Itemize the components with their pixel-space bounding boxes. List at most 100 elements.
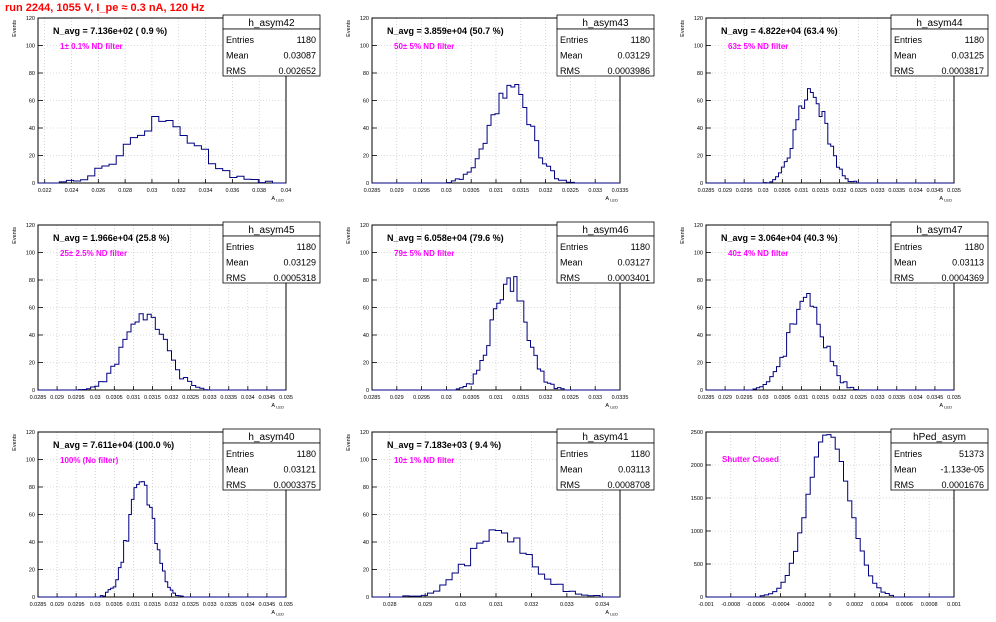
stats-value: 1180 xyxy=(965,35,984,45)
histogram-panel-h_asym40: 0.0285 0.029 0.0295 0.03 0.0305 0.031 0.0315 0.… xyxy=(12,428,321,617)
y-tick-label: 60 xyxy=(697,306,703,312)
x-tick-label: 0.0285 xyxy=(698,395,715,401)
y-tick-label: 500 xyxy=(694,562,703,568)
x-axis-label: A LED xyxy=(939,196,952,203)
x-axis-label: A LED xyxy=(271,403,284,410)
x-tick-label: 0.0325 xyxy=(850,188,867,194)
navg-label: N_avg = 4.822e+04 (63.4 %) xyxy=(721,26,838,36)
y-tick-label: 100 xyxy=(26,458,35,464)
x-tick-label: 0.0315 xyxy=(812,188,829,194)
navg-label: N_avg = 3.859e+04 (50.7 %) xyxy=(387,26,504,36)
y-tick-label: 0 xyxy=(32,595,35,601)
y-tick-label: 0 xyxy=(32,181,35,187)
x-tick-label: 0.031 xyxy=(489,602,503,608)
x-tick-label: -0.0008 xyxy=(721,602,740,608)
x-tick-label: 0.03 xyxy=(758,395,769,401)
x-tick-label: 0.0295 xyxy=(736,395,753,401)
x-tick-label: 0.032 xyxy=(539,395,553,401)
histogram-name: h_asym40 xyxy=(248,432,295,443)
x-tick-label: 0.035 xyxy=(947,188,961,194)
histogram-line xyxy=(706,293,954,391)
histogram-line xyxy=(372,84,620,184)
x-axis-label-sub: LED xyxy=(275,405,284,410)
x-tick-label: 0.0325 xyxy=(850,395,867,401)
x-tick-label: -0.0006 xyxy=(746,602,765,608)
x-tick-label: 0.032 xyxy=(525,602,539,608)
y-tick-label: 100 xyxy=(694,251,703,257)
x-tick-label: 0.0305 xyxy=(774,188,791,194)
x-tick-label: 0.0335 xyxy=(220,395,237,401)
stats-label: Entries xyxy=(226,242,255,252)
filter-annotation: 50± 5% ND filter xyxy=(394,42,454,51)
y-tick-label: 20 xyxy=(29,568,35,574)
histogram-line xyxy=(38,313,286,391)
x-axis-label-sub: LED xyxy=(275,198,284,203)
y-axis-label: Events xyxy=(346,227,352,244)
y-tick-label: 20 xyxy=(697,154,703,160)
stats-box xyxy=(556,235,655,284)
y-tick-label: 80 xyxy=(29,71,35,77)
stats-value: 0.03129 xyxy=(617,51,650,61)
histogram-name: h_asym42 xyxy=(248,18,295,29)
stats-value: 1180 xyxy=(297,35,316,45)
x-tick-label: 0.03 xyxy=(455,602,466,608)
x-axis-label-sub: LED xyxy=(943,405,952,410)
histogram-panel-h_asym47: 0.0285 0.029 0.0295 0.03 0.0305 0.031 0.0315 0.… xyxy=(680,221,989,410)
stats-label: Entries xyxy=(560,35,589,45)
stats-label: RMS xyxy=(226,66,246,76)
x-tick-label: 0.034 xyxy=(241,395,255,401)
x-tick-label: 0.03 xyxy=(90,395,101,401)
histogram-line xyxy=(38,116,286,184)
y-tick-label: 1500 xyxy=(691,496,703,502)
x-tick-label: 0.03 xyxy=(758,188,769,194)
y-tick-label: 20 xyxy=(29,361,35,367)
histogram-name: h_asym41 xyxy=(582,432,629,443)
stats-box xyxy=(890,28,989,77)
stats-label: Mean xyxy=(226,51,249,61)
x-tick-label: 0.0335 xyxy=(612,395,629,401)
x-tick-label: 0.022 xyxy=(38,188,52,194)
histogram-panel-hPed_asym: -0.001 -0.0008 -0.0006 -0.0004 -0.0002 0 0.000… xyxy=(691,428,989,608)
x-tick-label: 0.0285 xyxy=(30,602,47,608)
stats-label: Mean xyxy=(894,51,917,61)
x-tick-label: 0.0305 xyxy=(106,395,123,401)
stats-value: 51373 xyxy=(959,449,984,459)
x-tick-label: 0.0335 xyxy=(220,602,237,608)
stats-value: 0.03113 xyxy=(618,465,650,475)
x-tick-label: 0.0335 xyxy=(612,188,629,194)
y-tick-label: 120 xyxy=(360,16,369,22)
navg-label: N_avg = 6.058e+04 (79.6 %) xyxy=(387,233,504,243)
x-tick-label: 0.033 xyxy=(588,188,602,194)
x-tick-label: 0.033 xyxy=(203,395,217,401)
x-tick-label: 0.0285 xyxy=(30,395,47,401)
x-tick-label: 0.0295 xyxy=(68,395,85,401)
y-tick-label: 0 xyxy=(32,388,35,394)
y-tick-label: 2500 xyxy=(691,430,703,436)
y-tick-label: 60 xyxy=(29,99,35,105)
stats-label: Entries xyxy=(894,242,923,252)
stats-box xyxy=(556,28,655,77)
x-axis-label: A LED xyxy=(605,196,618,203)
x-tick-label: 0.035 xyxy=(947,395,961,401)
y-tick-label: 40 xyxy=(29,126,35,132)
x-tick-label: 0.0345 xyxy=(259,395,276,401)
x-tick-label: 0.029 xyxy=(50,395,64,401)
stats-value: 0.03087 xyxy=(283,51,316,61)
stats-label: RMS xyxy=(560,273,580,283)
histogram-panel-h_asym41: 0.028 0.029 0.03 0.031 0.032 0.033 0.034 0 20 40 6… xyxy=(346,428,655,617)
stats-value: 0.03113 xyxy=(952,258,984,268)
stats-box xyxy=(222,28,321,77)
filter-annotation: Shutter Closed xyxy=(722,455,779,464)
x-tick-label: 0.0315 xyxy=(812,395,829,401)
stats-value: 1180 xyxy=(631,242,650,252)
x-tick-label: 0.0008 xyxy=(921,602,938,608)
y-tick-label: 100 xyxy=(26,44,35,50)
y-tick-label: 80 xyxy=(697,278,703,284)
stats-box xyxy=(890,235,989,284)
x-tick-label: 0.033 xyxy=(560,602,574,608)
stats-label: RMS xyxy=(226,273,246,283)
y-tick-label: 0 xyxy=(700,181,703,187)
x-axis-label: A LED xyxy=(271,196,284,203)
y-tick-label: 60 xyxy=(29,306,35,312)
